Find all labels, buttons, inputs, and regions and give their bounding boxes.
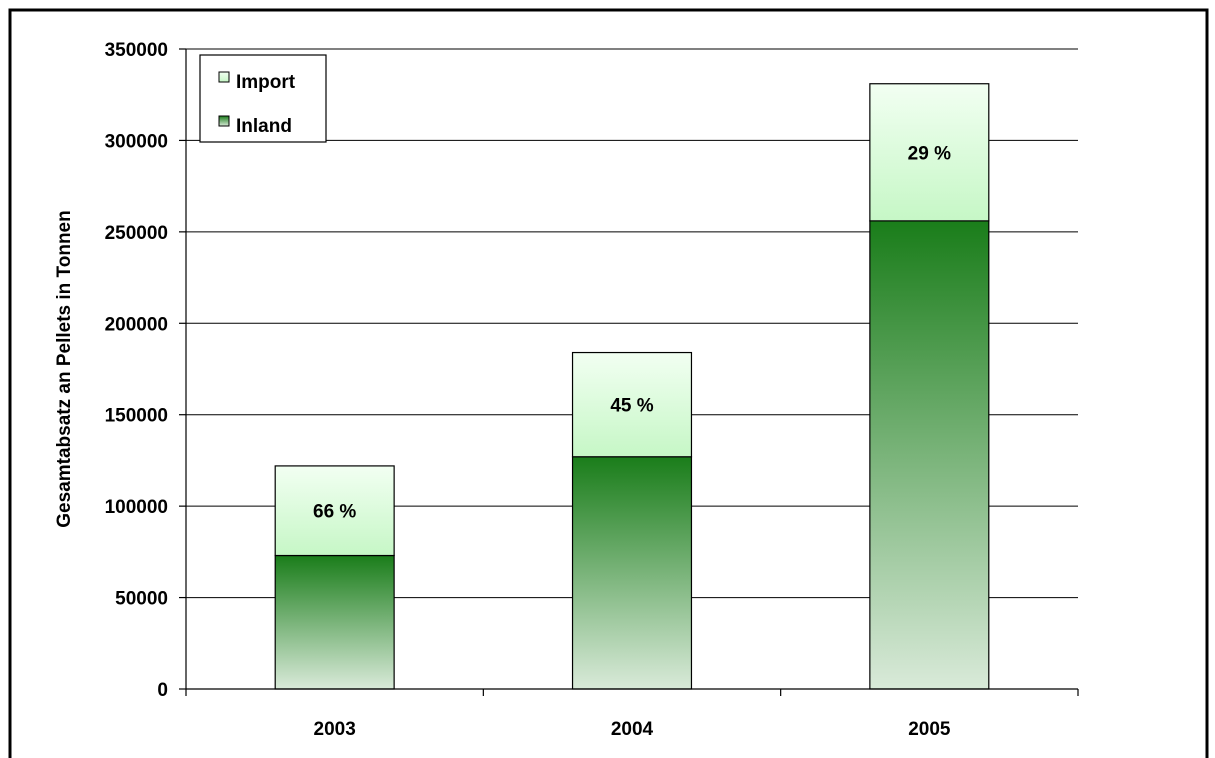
bar-segment-import-2005 <box>869 83 990 222</box>
x-tick-label: 2005 <box>908 719 951 740</box>
y-axis-ticks: 0 50000 100000 150000 200000 250000 300000 3500… <box>105 40 186 701</box>
legend-label-inland: Inland <box>236 116 292 137</box>
y-tick-label: 50000 <box>115 589 168 610</box>
bar-percent-label-2004: 45 % <box>610 396 653 417</box>
y-tick-label: 0 <box>157 680 168 701</box>
x-tick-label: 2004 <box>611 719 654 740</box>
y-tick-label: 100000 <box>105 497 168 518</box>
bar-segment-import-2003 <box>274 465 395 557</box>
bars: 66 % 45 % 29 % <box>274 83 990 690</box>
y-tick-label: 150000 <box>105 406 168 427</box>
legend-swatch-import <box>218 71 230 83</box>
x-tick-label: 2003 <box>314 719 356 740</box>
bar-percent-label-2003: 66 % <box>313 502 356 523</box>
bar-segment-inland-2005 <box>869 220 990 690</box>
y-tick-label: 250000 <box>105 223 168 244</box>
bar-segment-import-2004 <box>571 351 693 458</box>
legend-item-import: Import <box>218 71 296 93</box>
bar-segment-inland-2004 <box>571 456 693 690</box>
legend-label-import: Import <box>236 72 296 93</box>
y-tick-label: 350000 <box>105 40 168 61</box>
x-axis-ticks: 2003 2004 2005 <box>185 689 1079 740</box>
legend-item-inland: Inland <box>218 115 292 137</box>
y-axis-label: Gesamtabsatz an Pellets in Tonnen <box>54 210 75 527</box>
y-tick-label: 300000 <box>105 131 168 152</box>
legend: Import Inland <box>199 54 327 143</box>
bar-segment-inland-2003 <box>274 554 395 690</box>
chart-border <box>8 8 1209 758</box>
y-tick-label: 200000 <box>105 314 168 335</box>
bar-percent-label-2005: 29 % <box>908 143 951 164</box>
legend-swatch-inland <box>218 115 230 127</box>
